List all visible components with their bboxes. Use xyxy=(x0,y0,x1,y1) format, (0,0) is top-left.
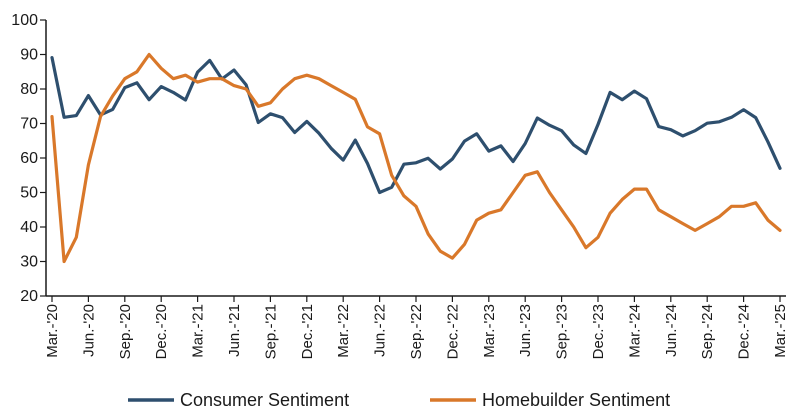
y-axis: 20 30 40 50 60 70 80 90 100 xyxy=(11,12,47,305)
x-tick-label: Dec.-'20 xyxy=(153,304,170,359)
x-tick-label: Mar.-'23 xyxy=(481,304,498,358)
series-line-consumer-sentiment xyxy=(50,55,782,195)
y-tick-label: 60 xyxy=(20,150,38,167)
x-tick-label: Sep.-'20 xyxy=(117,304,134,359)
x-tick-label: Mar.-'24 xyxy=(626,304,643,358)
y-tick-label: 70 xyxy=(20,116,38,133)
legend: Consumer Sentiment Homebuilder Sentiment xyxy=(128,390,670,410)
x-tick-label: Mar.-'21 xyxy=(190,304,207,358)
x-tick-label: Jun.-'20 xyxy=(80,304,97,357)
legend-label-homebuilder-sentiment: Homebuilder Sentiment xyxy=(482,390,670,410)
series-line-homebuilder-sentiment xyxy=(50,52,782,264)
y-tick-label: 20 xyxy=(20,288,38,305)
x-tick-label: Jun.-'22 xyxy=(372,304,389,357)
y-tick-label: 50 xyxy=(20,185,38,202)
x-tick-label: Sep.-'24 xyxy=(699,304,716,359)
x-tick-label: Sep.-'23 xyxy=(554,304,571,359)
x-tick-label: Jun.-'24 xyxy=(663,304,680,357)
legend-label-consumer-sentiment: Consumer Sentiment xyxy=(180,390,349,410)
series-lines xyxy=(50,52,782,264)
x-tick-label: Sep.-'22 xyxy=(408,304,425,359)
x-tick-label: Dec.-'23 xyxy=(590,304,607,359)
y-tick-label: 30 xyxy=(20,254,38,271)
x-tick-label: Sep.-'21 xyxy=(262,304,279,359)
x-tick-label: Mar.-'25 xyxy=(772,304,789,358)
x-tick-label: Mar.-'20 xyxy=(44,304,61,358)
x-tick-label: Mar.-'22 xyxy=(335,304,352,358)
x-axis: Mar.-'20 Jun.-'20 Sep.-'20 Dec.-'20 Mar.-'21… xyxy=(44,295,789,359)
x-tick-label: Dec.-'22 xyxy=(444,304,461,359)
y-tick-label: 90 xyxy=(20,47,38,64)
x-tick-label: Dec.-'24 xyxy=(736,304,753,359)
y-tick-label: 100 xyxy=(11,12,38,29)
x-tick-label: Jun.-'21 xyxy=(226,304,243,357)
y-tick-label: 80 xyxy=(20,81,38,98)
x-tick-label: Dec.-'21 xyxy=(299,304,316,359)
y-tick-label: 40 xyxy=(20,219,38,236)
x-tick-label: Jun.-'23 xyxy=(517,304,534,357)
